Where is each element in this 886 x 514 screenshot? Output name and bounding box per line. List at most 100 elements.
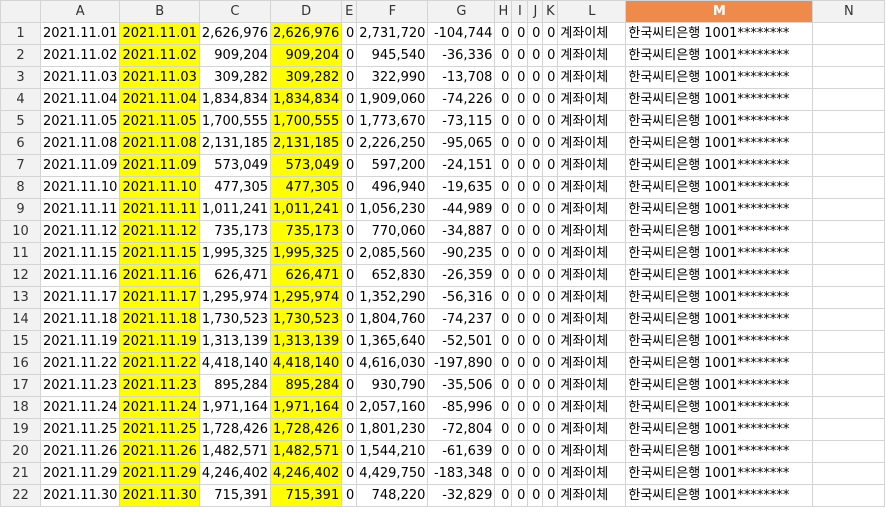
cell-g[interactable]: -44,989 (427, 198, 496, 221)
cell-b[interactable]: 2021.11.23 (119, 374, 200, 397)
cell-i[interactable]: 0 (511, 198, 529, 221)
row-header[interactable]: 14 (0, 308, 41, 331)
column-header-a[interactable]: A (39, 0, 121, 23)
cell-a[interactable]: 2021.11.26 (39, 440, 121, 463)
cell-e[interactable]: 0 (341, 110, 358, 133)
cell-b[interactable]: 2021.11.02 (119, 44, 200, 67)
cell-j[interactable]: 0 (527, 264, 544, 287)
cell-j[interactable]: 0 (527, 440, 544, 463)
cell-d[interactable]: 2,131,185 (270, 132, 343, 155)
cell-h[interactable]: 0 (494, 88, 513, 111)
cell-n[interactable] (812, 484, 886, 507)
cell-f[interactable]: 652,830 (356, 264, 429, 287)
row-header[interactable]: 20 (0, 440, 41, 463)
cell-a[interactable]: 2021.11.19 (39, 330, 121, 353)
row-header[interactable]: 4 (0, 88, 41, 111)
cell-a[interactable]: 2021.11.18 (39, 308, 121, 331)
cell-k[interactable]: 0 (542, 154, 559, 177)
cell-g[interactable]: -19,635 (427, 176, 496, 199)
cell-j[interactable]: 0 (527, 154, 544, 177)
cell-n[interactable] (812, 462, 886, 485)
cell-d[interactable]: 573,049 (270, 154, 343, 177)
cell-h[interactable]: 0 (494, 154, 513, 177)
cell-c[interactable]: 309,282 (198, 66, 272, 89)
column-header-b[interactable]: B (119, 0, 200, 23)
cell-a[interactable]: 2021.11.29 (39, 462, 121, 485)
cell-g[interactable]: -52,501 (427, 330, 496, 353)
row-header[interactable]: 12 (0, 264, 41, 287)
cell-n[interactable] (812, 308, 886, 331)
cell-i[interactable]: 0 (511, 154, 529, 177)
column-header-g[interactable]: G (427, 0, 496, 23)
cell-f[interactable]: 597,200 (356, 154, 429, 177)
cell-f[interactable]: 1,909,060 (356, 88, 429, 111)
cell-j[interactable]: 0 (527, 110, 544, 133)
cell-a[interactable]: 2021.11.12 (39, 220, 121, 243)
cell-f[interactable]: 1,804,760 (356, 308, 429, 331)
cell-h[interactable]: 0 (494, 286, 513, 309)
cell-k[interactable]: 0 (542, 484, 559, 507)
cell-c[interactable]: 1,700,555 (198, 110, 272, 133)
cell-b[interactable]: 2021.11.09 (119, 154, 200, 177)
cell-l[interactable]: 계좌이체 (557, 484, 627, 507)
cell-m[interactable]: 한국씨티은행 1001******** (625, 264, 814, 287)
row-header[interactable]: 19 (0, 418, 41, 441)
cell-k[interactable]: 0 (542, 22, 559, 45)
cell-i[interactable]: 0 (511, 110, 529, 133)
cell-b[interactable]: 2021.11.16 (119, 264, 200, 287)
cell-i[interactable]: 0 (511, 484, 529, 507)
cell-f[interactable]: 1,352,290 (356, 286, 429, 309)
cell-e[interactable]: 0 (341, 154, 358, 177)
cell-g[interactable]: -197,890 (427, 352, 496, 375)
cell-g[interactable]: -74,226 (427, 88, 496, 111)
cell-f[interactable]: 4,616,030 (356, 352, 429, 375)
cell-d[interactable]: 909,204 (270, 44, 343, 67)
cell-d[interactable]: 309,282 (270, 66, 343, 89)
cell-f[interactable]: 1,544,210 (356, 440, 429, 463)
column-header-e[interactable]: E (341, 0, 358, 23)
cell-m[interactable]: 한국씨티은행 1001******** (625, 308, 814, 331)
cell-f[interactable]: 496,940 (356, 176, 429, 199)
cell-l[interactable]: 계좌이체 (557, 330, 627, 353)
column-header-f[interactable]: F (356, 0, 429, 23)
cell-i[interactable]: 0 (511, 418, 529, 441)
cell-m[interactable]: 한국씨티은행 1001******** (625, 220, 814, 243)
cell-c[interactable]: 895,284 (198, 374, 272, 397)
cell-l[interactable]: 계좌이체 (557, 418, 627, 441)
row-header[interactable]: 18 (0, 396, 41, 419)
cell-m[interactable]: 한국씨티은행 1001******** (625, 396, 814, 419)
cell-b[interactable]: 2021.11.30 (119, 484, 200, 507)
cell-d[interactable]: 4,418,140 (270, 352, 343, 375)
cell-n[interactable] (812, 198, 886, 221)
cell-n[interactable] (812, 352, 886, 375)
cell-l[interactable]: 계좌이체 (557, 176, 627, 199)
cell-h[interactable]: 0 (494, 484, 513, 507)
cell-j[interactable]: 0 (527, 374, 544, 397)
cell-b[interactable]: 2021.11.24 (119, 396, 200, 419)
cell-d[interactable]: 1,728,426 (270, 418, 343, 441)
cell-i[interactable]: 0 (511, 242, 529, 265)
cell-i[interactable]: 0 (511, 220, 529, 243)
cell-l[interactable]: 계좌이체 (557, 264, 627, 287)
cell-e[interactable]: 0 (341, 88, 358, 111)
cell-n[interactable] (812, 154, 886, 177)
cell-n[interactable] (812, 88, 886, 111)
cell-h[interactable]: 0 (494, 220, 513, 243)
row-header[interactable]: 11 (0, 242, 41, 265)
column-header-l[interactable]: L (557, 0, 627, 23)
cell-m[interactable]: 한국씨티은행 1001******** (625, 242, 814, 265)
row-header[interactable]: 1 (0, 22, 41, 45)
cell-m[interactable]: 한국씨티은행 1001******** (625, 286, 814, 309)
cell-n[interactable] (812, 396, 886, 419)
cell-b[interactable]: 2021.11.29 (119, 462, 200, 485)
cell-i[interactable]: 0 (511, 44, 529, 67)
cell-i[interactable]: 0 (511, 330, 529, 353)
cell-g[interactable]: -26,359 (427, 264, 496, 287)
cell-i[interactable]: 0 (511, 462, 529, 485)
cell-k[interactable]: 0 (542, 220, 559, 243)
cell-f[interactable]: 1,773,670 (356, 110, 429, 133)
cell-a[interactable]: 2021.11.22 (39, 352, 121, 375)
cell-e[interactable]: 0 (341, 242, 358, 265)
cell-a[interactable]: 2021.11.10 (39, 176, 121, 199)
